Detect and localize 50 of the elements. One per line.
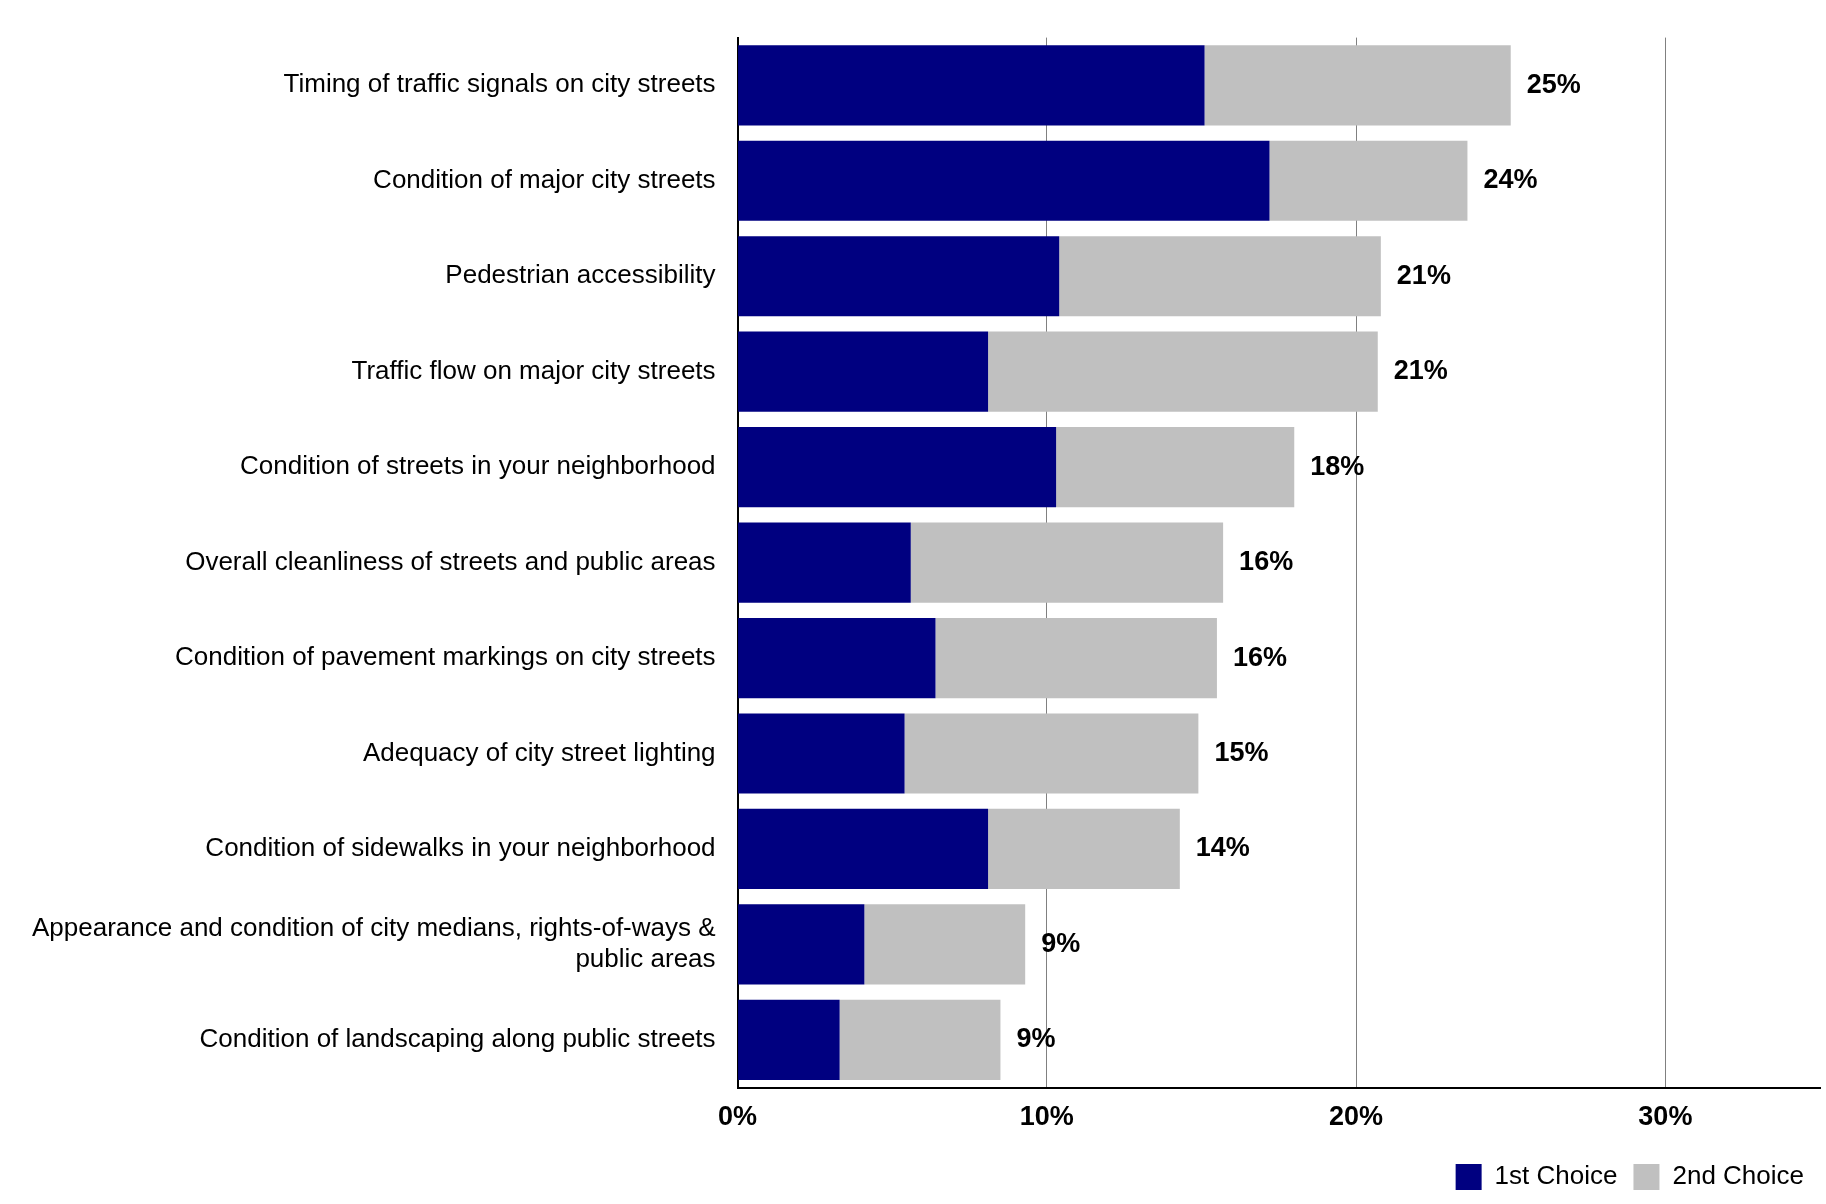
- y-tick-label: Overall cleanliness of streets and public areas: [185, 545, 716, 576]
- bar: [1269, 140, 1468, 221]
- total-label: 16%: [1232, 641, 1287, 672]
- y-tick-label: Adequacy of city street lighting: [362, 736, 716, 767]
- bar: [738, 522, 911, 603]
- bar: [738, 331, 989, 412]
- x-tick-label: 10%: [1019, 1101, 1074, 1132]
- x-tick-label: 20%: [1329, 1101, 1384, 1132]
- bar: [904, 713, 1199, 794]
- bar: [738, 45, 1205, 126]
- bar: [1056, 427, 1295, 508]
- total-label: 18%: [1310, 450, 1365, 481]
- total-label: 16%: [1239, 546, 1294, 577]
- bar: [738, 427, 1057, 508]
- total-label: 25%: [1526, 68, 1581, 99]
- bar: [738, 999, 840, 1080]
- bar: [988, 331, 1378, 412]
- bar: [738, 140, 1270, 221]
- bar: [738, 236, 1060, 317]
- y-tick-label: Condition of landscaping along public streets: [199, 1023, 716, 1054]
- y-tick-label: Condition of major city streets: [373, 163, 716, 194]
- bar: [738, 808, 989, 890]
- y-tick-label: Condition of streets in your neighborhood: [240, 450, 716, 481]
- total-label: 21%: [1396, 259, 1451, 290]
- legend-label: 2nd Choice: [1672, 1160, 1805, 1191]
- total-label: 24%: [1483, 164, 1538, 195]
- y-tick-label: Condition of sidewalks in your neighborhood: [205, 832, 716, 863]
- y-tick-label: Timing of traffic signals on city streets: [283, 68, 716, 99]
- total-label: 15%: [1214, 736, 1269, 767]
- total-label: 14%: [1195, 832, 1250, 863]
- y-tick-label: Pedestrian accessibility: [445, 259, 716, 290]
- x-tick-label: 0%: [718, 1101, 758, 1132]
- bar: [738, 904, 865, 985]
- bar: [738, 713, 905, 794]
- bar: [935, 617, 1217, 699]
- x-tick-label: 30%: [1638, 1101, 1693, 1132]
- bar: [988, 808, 1180, 890]
- bar: [1059, 236, 1381, 317]
- legend-label: 1st Choice: [1494, 1160, 1618, 1191]
- y-tick-label: Condition of pavement markings on city streets: [175, 641, 716, 672]
- bar: [839, 999, 1001, 1080]
- y-tick-label: Appearance and condition of city medians, rights-of-ways & public areas: [31, 911, 716, 974]
- y-tick-label: Traffic flow on major city streets: [351, 354, 716, 385]
- total-label: 9%: [1041, 927, 1081, 958]
- bar: [910, 522, 1224, 603]
- total-label: 21%: [1393, 355, 1448, 386]
- total-label: 9%: [1016, 1023, 1056, 1054]
- bar: [738, 617, 936, 699]
- bar: [864, 904, 1026, 985]
- bar: [1204, 45, 1511, 126]
